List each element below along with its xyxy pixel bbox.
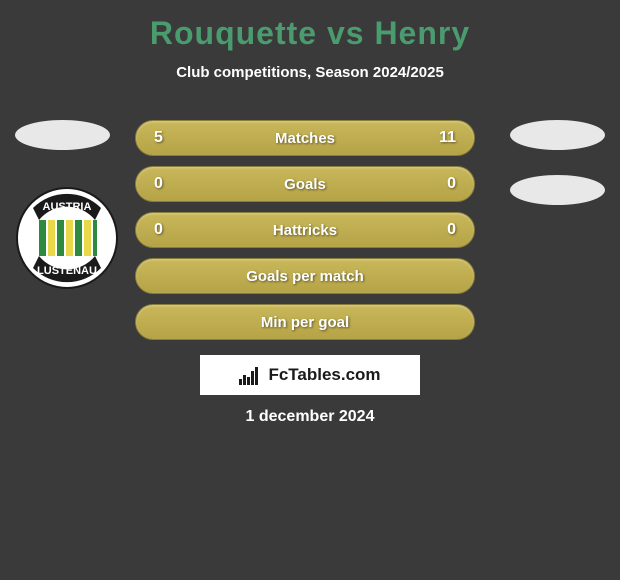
footer-date: 1 december 2024 <box>0 408 620 426</box>
stat-right-value: 11 <box>426 129 456 147</box>
stats-container: 5 Matches 11 0 Goals 0 0 Hattricks 0 Goa… <box>135 120 480 350</box>
branding-text: FcTables.com <box>268 365 380 385</box>
stat-row-goals: 0 Goals 0 <box>135 166 475 202</box>
stat-row-hattricks: 0 Hattricks 0 <box>135 212 475 248</box>
stat-right-value: 0 <box>426 221 456 239</box>
player-right-club-placeholder <box>510 175 605 205</box>
comparison-title: Rouquette vs Henry <box>0 0 620 52</box>
player-left-club-badge: AUSTRIA LUSTENAU <box>15 178 120 298</box>
stat-left-value: 0 <box>154 175 184 193</box>
chart-bars-icon <box>239 365 263 385</box>
stat-left-value: 0 <box>154 221 184 239</box>
player-left-avatar <box>15 120 110 150</box>
stat-row-matches: 5 Matches 11 <box>135 120 475 156</box>
club-badge-icon: AUSTRIA LUSTENAU <box>15 178 120 298</box>
stat-label: Goals per match <box>246 268 364 285</box>
branding-box[interactable]: FcTables.com <box>200 355 420 395</box>
svg-text:LUSTENAU: LUSTENAU <box>37 265 97 277</box>
stat-row-goals-per-match: Goals per match <box>135 258 475 294</box>
stat-label: Goals <box>284 176 326 193</box>
player-right-avatar <box>510 120 605 150</box>
stat-right-value: 0 <box>426 175 456 193</box>
svg-text:AUSTRIA: AUSTRIA <box>43 201 92 213</box>
comparison-subtitle: Club competitions, Season 2024/2025 <box>0 64 620 81</box>
stat-label: Hattricks <box>273 222 337 239</box>
stat-left-value: 5 <box>154 129 184 147</box>
stat-label: Matches <box>275 130 335 147</box>
stat-label: Min per goal <box>261 314 349 331</box>
stat-row-min-per-goal: Min per goal <box>135 304 475 340</box>
avatar-placeholder-icon <box>510 120 605 150</box>
avatar-placeholder-icon <box>15 120 110 150</box>
